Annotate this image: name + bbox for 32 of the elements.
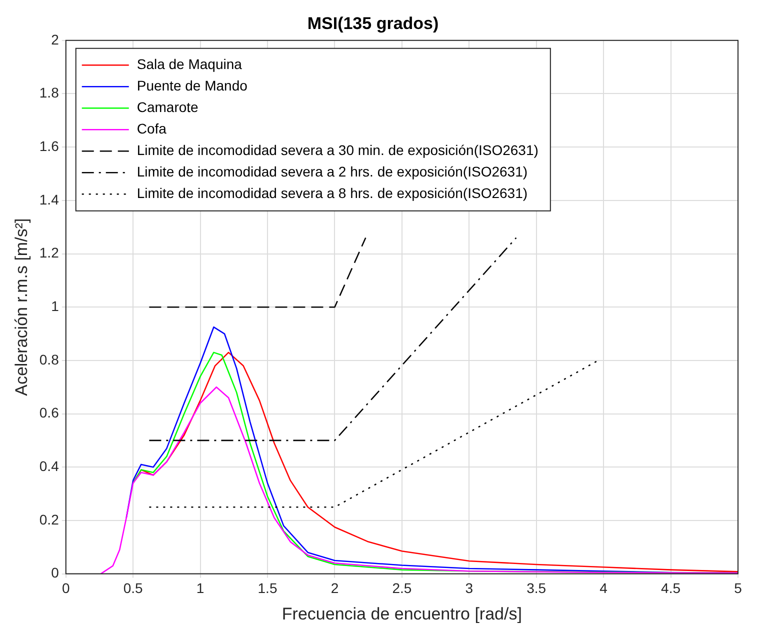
legend-label: Puente de Mando — [136, 78, 248, 94]
x-tick-label: 2 — [330, 580, 339, 596]
y-tick-label: 1.6 — [39, 138, 60, 154]
y-tick-label: 0.2 — [39, 511, 60, 528]
y-tick-label: 1.2 — [39, 244, 60, 261]
y-tick-label: 1 — [51, 298, 60, 314]
y-tick-label: 0.4 — [39, 458, 60, 474]
x-tick-label: 3.5 — [526, 580, 546, 596]
x-tick-label: 2.5 — [392, 580, 412, 596]
y-tick-label: 0.8 — [39, 351, 60, 368]
legend-label: Cofa — [136, 120, 167, 137]
legend-label: Limite de incomodidad severa a 30 min. de exposición(ISO2631) — [136, 142, 538, 158]
x-tick-label: 1.5 — [258, 580, 278, 596]
y-axis-title: Aceleración r.m.s [m/s²] — [12, 218, 31, 396]
y-tick-label: 0.6 — [39, 404, 60, 421]
x-tick-label: 1 — [196, 580, 204, 596]
y-tick-label: 2 — [51, 31, 60, 48]
legend-label: Sala de Maquina — [136, 56, 242, 72]
x-tick-label: 3 — [465, 580, 474, 596]
x-axis-title: Frecuencia de encuentro [rad/s] — [282, 604, 522, 624]
x-tick-label: 5 — [734, 580, 742, 596]
x-tick-label: 0.5 — [123, 580, 144, 596]
x-tick-label: 0 — [62, 580, 70, 596]
legend-label: Limite de incomodidad severa a 8 hrs. de exposición(ISO2631) — [136, 185, 528, 202]
y-tick-label: 1.4 — [39, 191, 60, 208]
y-tick-label: 0 — [51, 564, 60, 581]
x-tick-label: 4 — [600, 580, 608, 596]
legend-label: Camarote — [136, 99, 199, 116]
chart-title: MSI(135 grados) — [307, 14, 439, 33]
legend-label: Limite de incomodidad severa a 2 hrs. de exposición(ISO2631) — [136, 164, 528, 180]
x-tick-label: 4.5 — [661, 580, 681, 596]
y-tick-label: 1.8 — [39, 84, 60, 101]
